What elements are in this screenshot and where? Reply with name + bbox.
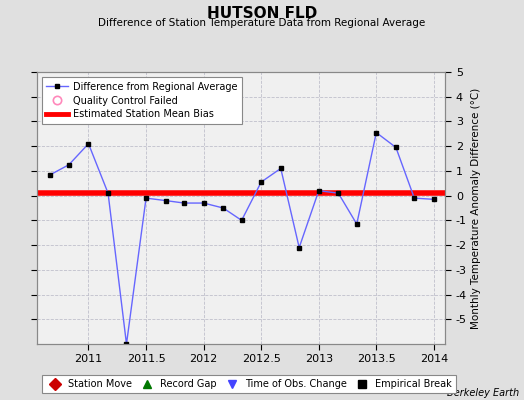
Difference from Regional Average (181, 201, 187, 206)
Difference from Regional Average (201, 201, 207, 206)
Legend: Station Move, Record Gap, Time of Obs. Change, Empirical Break: Station Move, Record Gap, Time of Obs. C… (41, 375, 455, 393)
Difference from Regional Average (85, 141, 92, 146)
Difference from Regional Average (373, 130, 379, 135)
Difference from Regional Average (258, 180, 264, 184)
Difference from Regional Average (47, 172, 53, 177)
Text: Berkeley Earth: Berkeley Earth (446, 388, 519, 398)
Difference from Regional Average (335, 191, 342, 196)
Difference from Regional Average (220, 206, 226, 210)
Difference from Regional Average (431, 197, 437, 202)
Difference from Regional Average (393, 145, 399, 150)
Text: Difference of Station Temperature Data from Regional Average: Difference of Station Temperature Data f… (99, 18, 425, 28)
Text: HUTSON FLD: HUTSON FLD (207, 6, 317, 21)
Difference from Regional Average (354, 222, 360, 226)
Difference from Regional Average (315, 188, 322, 193)
Difference from Regional Average (123, 342, 129, 346)
Difference from Regional Average (143, 196, 149, 200)
Difference from Regional Average (296, 245, 302, 250)
Difference from Regional Average (278, 166, 284, 171)
Difference from Regional Average (162, 198, 169, 203)
Y-axis label: Monthly Temperature Anomaly Difference (°C): Monthly Temperature Anomaly Difference (… (471, 87, 481, 329)
Legend: Difference from Regional Average, Quality Control Failed, Estimated Station Mean: Difference from Regional Average, Qualit… (41, 77, 242, 124)
Difference from Regional Average (66, 162, 72, 167)
Line: Difference from Regional Average: Difference from Regional Average (48, 130, 436, 346)
Difference from Regional Average (105, 191, 111, 196)
Difference from Regional Average (238, 218, 245, 223)
Difference from Regional Average (411, 196, 418, 200)
